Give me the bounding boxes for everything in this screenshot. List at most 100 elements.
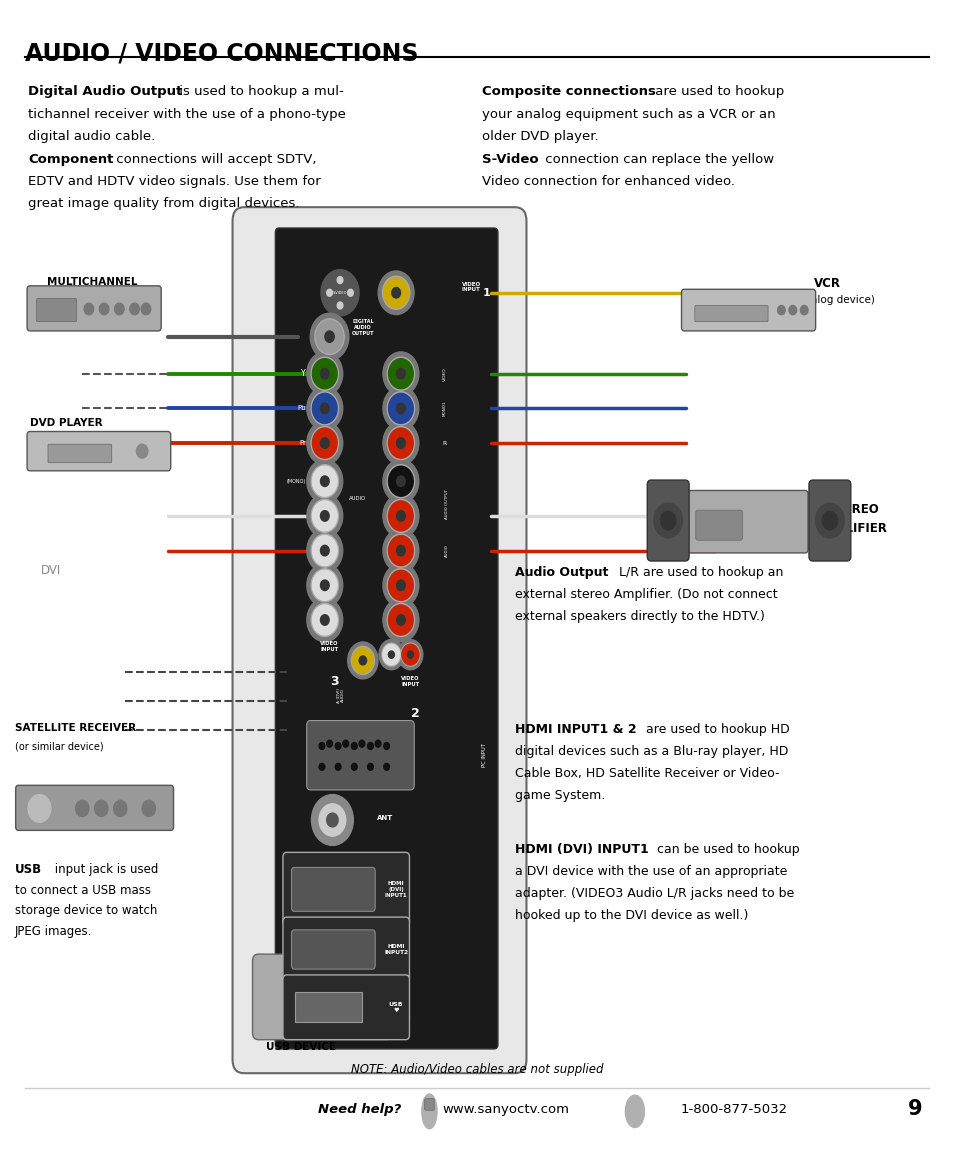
Text: game System.: game System. [515, 789, 604, 802]
Circle shape [84, 304, 93, 315]
Circle shape [307, 387, 342, 430]
Circle shape [320, 270, 358, 316]
Circle shape [318, 743, 324, 750]
Text: a DVI device with the use of an appropriate: a DVI device with the use of an appropri… [515, 865, 786, 879]
Circle shape [310, 313, 349, 360]
Circle shape [397, 640, 422, 670]
Circle shape [335, 764, 340, 771]
Text: L/R are used to hookup an: L/R are used to hookup an [615, 566, 782, 578]
Circle shape [382, 352, 418, 395]
Circle shape [400, 643, 419, 666]
Circle shape [307, 598, 342, 642]
Text: DVD PLAYER: DVD PLAYER [30, 417, 102, 428]
Text: AUDIO: AUDIO [348, 496, 365, 501]
Circle shape [314, 319, 344, 355]
FancyBboxPatch shape [283, 975, 409, 1040]
Ellipse shape [421, 1094, 436, 1129]
Circle shape [351, 743, 356, 750]
FancyBboxPatch shape [424, 1099, 434, 1110]
Text: great image quality from digital devices.: great image quality from digital devices… [28, 197, 299, 210]
Text: Audio Output: Audio Output [515, 566, 608, 578]
Text: AUDIO OUTPUT: AUDIO OUTPUT [444, 489, 448, 519]
Circle shape [99, 304, 109, 315]
Text: Video connection for enhanced video.: Video connection for enhanced video. [481, 175, 734, 188]
Circle shape [396, 580, 405, 591]
Circle shape [312, 795, 353, 845]
Circle shape [653, 503, 681, 538]
FancyBboxPatch shape [808, 480, 850, 561]
Text: USB
♥: USB ♥ [389, 1001, 403, 1013]
Text: AMPLIFIER: AMPLIFIER [817, 522, 887, 534]
Circle shape [320, 476, 329, 487]
Text: are used to hookup HD: are used to hookup HD [640, 723, 788, 736]
Text: digital audio cable.: digital audio cable. [28, 130, 155, 143]
Circle shape [388, 466, 413, 496]
Circle shape [114, 304, 124, 315]
Circle shape [307, 352, 342, 395]
FancyBboxPatch shape [283, 917, 409, 982]
Text: R: R [442, 440, 446, 445]
Circle shape [382, 598, 418, 642]
Circle shape [136, 444, 148, 458]
Circle shape [396, 438, 405, 449]
Circle shape [387, 357, 414, 391]
Circle shape [113, 801, 127, 817]
Text: ANT: ANT [376, 815, 393, 821]
Circle shape [326, 290, 332, 297]
FancyBboxPatch shape [233, 207, 526, 1073]
Text: A (DVI)
AUDIO: A (DVI) AUDIO [336, 687, 345, 702]
Circle shape [142, 801, 155, 817]
Circle shape [387, 604, 414, 636]
Circle shape [313, 393, 336, 423]
Text: VIDEO
INPUT: VIDEO INPUT [401, 676, 419, 686]
Circle shape [141, 304, 151, 315]
Circle shape [383, 278, 408, 308]
Text: Y: Y [301, 370, 306, 378]
Text: adapter. (VIDEO3 Audio L/R jacks need to be: adapter. (VIDEO3 Audio L/R jacks need to… [515, 887, 794, 901]
Circle shape [336, 277, 342, 284]
Text: (or analog device): (or analog device) [779, 296, 874, 305]
Circle shape [75, 801, 89, 817]
Circle shape [307, 494, 342, 538]
Circle shape [382, 276, 410, 309]
FancyBboxPatch shape [687, 490, 807, 553]
Circle shape [388, 651, 394, 658]
Circle shape [320, 580, 329, 591]
Circle shape [407, 651, 413, 658]
Circle shape [388, 570, 413, 600]
Circle shape [381, 643, 400, 666]
Text: Component: Component [28, 153, 113, 166]
Circle shape [313, 358, 336, 388]
Circle shape [788, 306, 796, 315]
Circle shape [396, 369, 405, 379]
Circle shape [313, 570, 336, 600]
Text: is used to hookup a mul-: is used to hookup a mul- [175, 85, 344, 97]
Text: EDTV and HDTV video signals. Use them for: EDTV and HDTV video signals. Use them fo… [28, 175, 320, 188]
Text: VCR: VCR [813, 277, 840, 290]
Text: STEREO: STEREO [826, 503, 878, 516]
Text: can be used to hookup: can be used to hookup [652, 843, 799, 857]
Circle shape [320, 511, 329, 522]
FancyBboxPatch shape [369, 974, 409, 1020]
Text: storage device to watch: storage device to watch [14, 904, 157, 918]
Circle shape [401, 644, 418, 665]
Circle shape [396, 403, 405, 414]
FancyBboxPatch shape [275, 228, 497, 1049]
FancyBboxPatch shape [48, 444, 112, 462]
Circle shape [320, 546, 329, 556]
Circle shape [318, 764, 324, 771]
Text: RECEIVER: RECEIVER [58, 294, 115, 304]
Text: Digital Audio Output: Digital Audio Output [28, 85, 182, 97]
Text: external speakers directly to the HDTV.): external speakers directly to the HDTV.) [515, 610, 764, 622]
FancyBboxPatch shape [292, 867, 375, 911]
Circle shape [307, 421, 342, 465]
Circle shape [315, 321, 342, 352]
Text: Need help?: Need help? [317, 1102, 400, 1116]
Text: S-VIDEO: S-VIDEO [333, 291, 347, 294]
Text: HDMI
INPUT2: HDMI INPUT2 [384, 945, 408, 955]
Circle shape [387, 427, 414, 460]
Text: connections will accept SDTV,: connections will accept SDTV, [112, 153, 315, 166]
Circle shape [387, 392, 414, 425]
Text: AUDIO: AUDIO [444, 545, 448, 557]
Text: input jack is used: input jack is used [51, 862, 158, 876]
